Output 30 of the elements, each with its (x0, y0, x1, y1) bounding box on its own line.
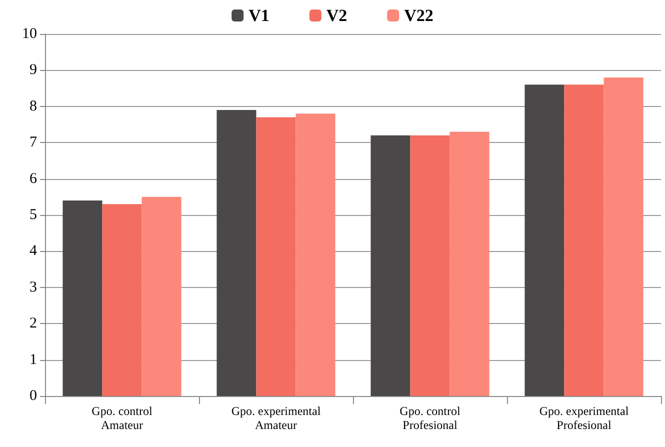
y-tick-label: 2 (30, 316, 37, 332)
y-tick-label: 9 (30, 62, 37, 78)
x-tick-label: Gpo. experimental Profesional (539, 404, 630, 432)
y-tick-label: 6 (30, 170, 38, 187)
bar (410, 135, 450, 396)
bar (216, 110, 256, 396)
bar (102, 204, 142, 396)
bar (256, 117, 296, 396)
bar (564, 84, 604, 396)
y-tick-label: 1 (30, 352, 37, 368)
bar (296, 114, 336, 396)
bar (604, 77, 644, 396)
bar (450, 132, 490, 396)
bar (142, 196, 182, 396)
x-tick-label: Gpo. control Amateur (92, 404, 153, 432)
y-tick-label: 10 (22, 26, 37, 42)
legend-label: V2 (326, 6, 348, 25)
y-tick-label: 4 (30, 243, 38, 260)
legend-label: V1 (248, 6, 270, 25)
y-tick-label: 3 (30, 279, 37, 296)
bar (62, 200, 102, 396)
bar (370, 135, 410, 396)
x-tick-label: Gpo. control Profesional (400, 404, 461, 432)
y-tick-label: 5 (30, 207, 37, 223)
bar (524, 84, 564, 396)
y-tick-label: 8 (30, 98, 37, 114)
legend-label: V22 (404, 6, 434, 25)
y-tick-label: 7 (30, 134, 38, 151)
y-tick-label: 0 (30, 388, 37, 404)
x-tick-label: Gpo. experimental Amateur (231, 404, 322, 432)
